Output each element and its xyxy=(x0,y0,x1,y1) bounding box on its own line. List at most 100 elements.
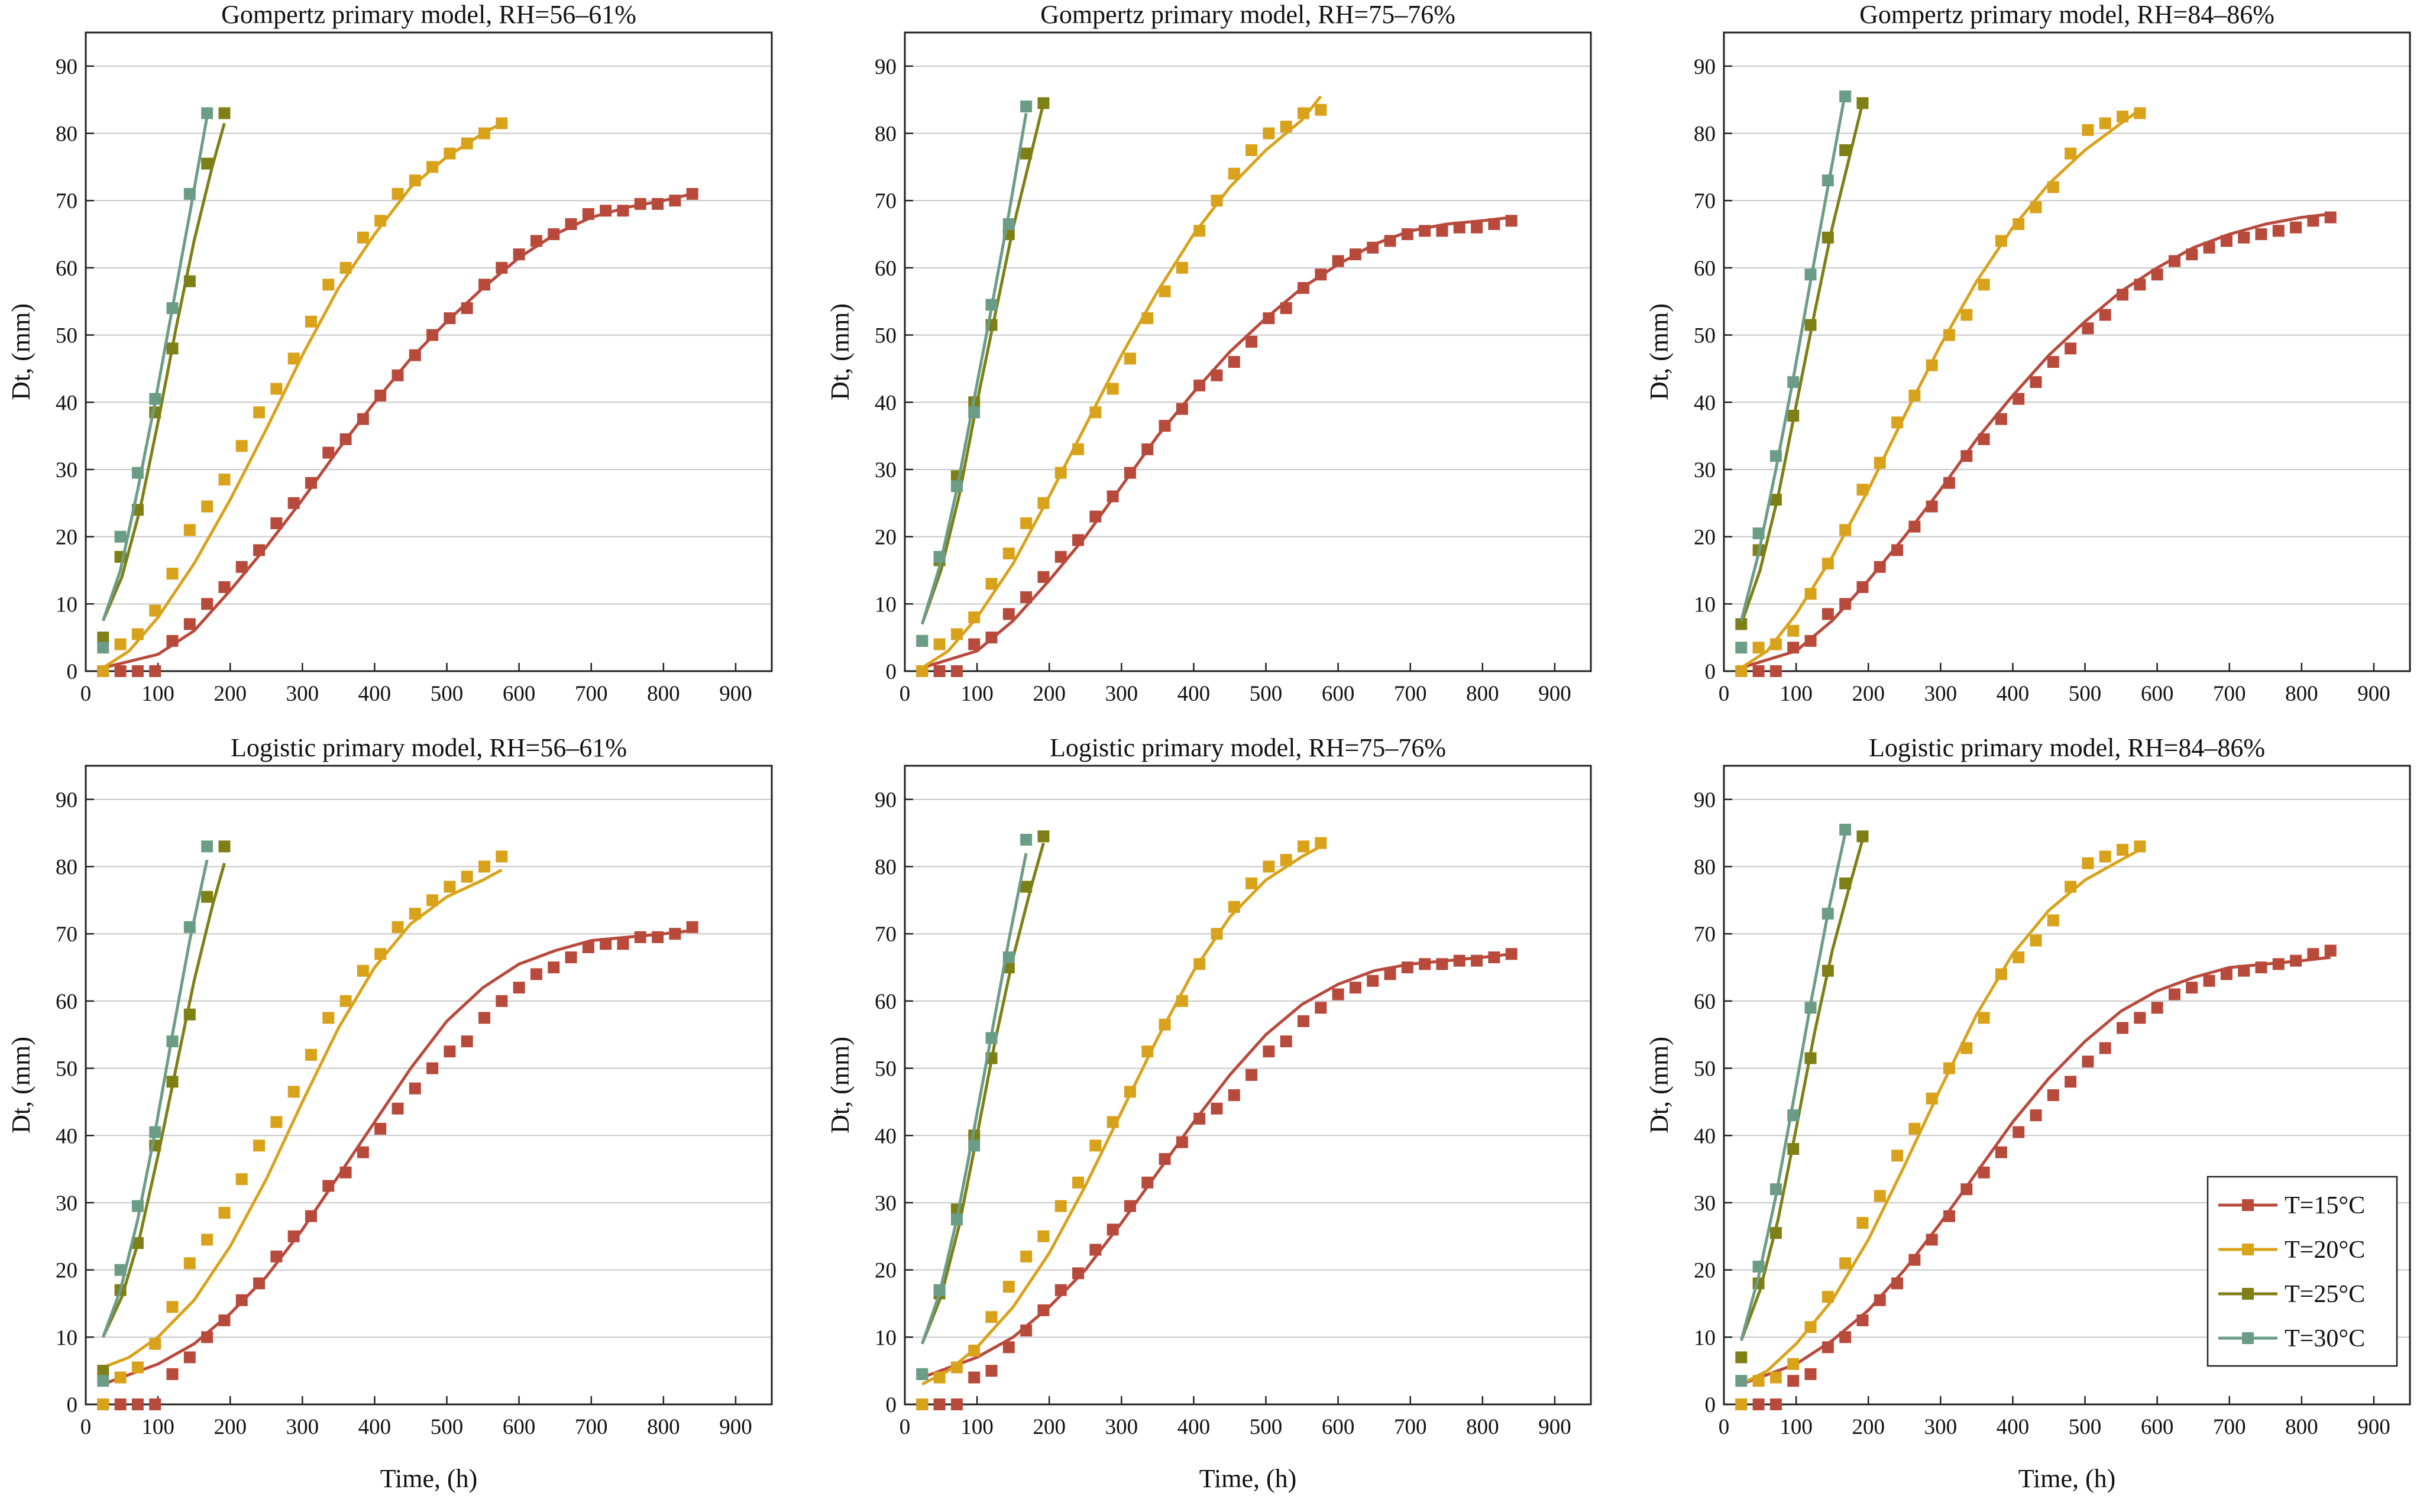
data-point xyxy=(2134,279,2146,291)
data-point xyxy=(513,248,525,261)
data-point xyxy=(1089,1244,1102,1256)
data-point xyxy=(1020,880,1033,893)
chart-title: Gompertz primary model, RH=84–86% xyxy=(1859,0,2275,29)
data-point xyxy=(444,312,456,325)
data-point xyxy=(183,275,196,287)
data-point xyxy=(968,1371,981,1384)
data-point xyxy=(1124,467,1136,479)
data-point xyxy=(1804,1052,1817,1064)
data-point xyxy=(1787,1358,1800,1370)
data-point xyxy=(461,302,473,315)
data-point xyxy=(2099,1042,2111,1054)
y-tick-label: 70 xyxy=(875,189,897,213)
data-point xyxy=(2272,225,2285,237)
data-point xyxy=(1821,174,1834,187)
data-point xyxy=(1735,642,1748,654)
data-point xyxy=(1159,420,1171,432)
data-point xyxy=(2047,914,2059,927)
y-tick-label: 50 xyxy=(56,324,77,348)
data-point xyxy=(374,1122,387,1135)
data-point xyxy=(183,921,196,933)
data-point xyxy=(2030,376,2042,388)
data-point xyxy=(2272,958,2285,970)
data-point xyxy=(2220,235,2233,247)
x-tick-label: 900 xyxy=(1538,682,1571,706)
data-point xyxy=(1124,1200,1136,1212)
data-point xyxy=(496,117,508,129)
data-point xyxy=(461,137,473,150)
data-point xyxy=(253,544,266,556)
data-point xyxy=(218,1207,231,1219)
data-point xyxy=(1401,228,1413,241)
data-point xyxy=(426,894,439,906)
data-point xyxy=(444,147,456,160)
data-point xyxy=(1245,877,1258,889)
plot-frame xyxy=(904,31,1592,672)
data-point xyxy=(114,638,127,650)
legend: T=15°C T=20°C T=25°C T=30°C xyxy=(2206,1176,2398,1367)
fit-curve xyxy=(921,952,1512,1379)
data-point xyxy=(1072,1176,1085,1189)
data-point xyxy=(1141,312,1154,325)
data-point xyxy=(1054,467,1067,479)
data-point xyxy=(1349,982,1361,994)
data-point xyxy=(409,349,421,361)
data-point xyxy=(1735,665,1748,677)
data-point xyxy=(617,205,629,217)
data-point xyxy=(1263,312,1275,325)
data-point xyxy=(2134,107,2146,119)
data-point xyxy=(1193,1112,1206,1125)
x-tick-label: 300 xyxy=(1924,682,1958,706)
data-point xyxy=(201,891,213,903)
data-point xyxy=(478,860,491,873)
data-point xyxy=(183,618,196,630)
data-point xyxy=(131,1361,144,1374)
data-point xyxy=(339,1166,352,1178)
data-point xyxy=(1349,248,1361,261)
data-point xyxy=(1298,282,1310,294)
data-point xyxy=(600,938,612,950)
data-point xyxy=(392,1102,404,1115)
data-point xyxy=(1821,558,1834,570)
fit-curve xyxy=(102,192,693,669)
data-point xyxy=(131,467,144,479)
y-tick-label: 30 xyxy=(875,1192,897,1216)
data-point xyxy=(496,850,508,863)
data-point xyxy=(1787,642,1800,654)
y-tick-label: 40 xyxy=(1694,391,1716,415)
series-T20 xyxy=(97,117,508,677)
y-tick-label: 30 xyxy=(875,458,897,483)
data-point xyxy=(1107,490,1119,503)
legend-marker xyxy=(2242,1288,2254,1300)
data-point xyxy=(2030,934,2042,947)
data-point xyxy=(1769,665,1782,677)
data-point xyxy=(1315,1002,1327,1014)
data-point xyxy=(2065,1076,2077,1088)
data-point xyxy=(933,638,946,650)
data-point xyxy=(97,642,109,654)
data-point xyxy=(1436,958,1448,970)
data-point xyxy=(1943,329,1955,341)
x-tick-label: 200 xyxy=(1852,682,1885,706)
y-tick-label: 60 xyxy=(1694,257,1716,281)
data-point xyxy=(2047,356,2059,368)
y-tick-label: 10 xyxy=(56,1326,77,1350)
data-point xyxy=(1211,369,1223,381)
data-point xyxy=(218,1314,231,1326)
y-tick-label: 30 xyxy=(56,458,77,483)
y-tick-label: 60 xyxy=(875,257,897,281)
data-point xyxy=(1943,1062,1955,1074)
data-point xyxy=(916,1368,928,1380)
data-point xyxy=(1821,608,1834,620)
data-point xyxy=(1228,901,1240,913)
y-axis-label: Dt, (mm) xyxy=(1645,303,1674,400)
data-point xyxy=(1856,484,1869,496)
data-point xyxy=(1037,1230,1050,1242)
x-tick-label: 100 xyxy=(1780,682,1813,706)
data-point xyxy=(1769,1183,1782,1196)
y-tick-label: 0 xyxy=(886,1393,897,1417)
data-point xyxy=(582,941,594,953)
fit-curve xyxy=(1740,848,2141,1386)
